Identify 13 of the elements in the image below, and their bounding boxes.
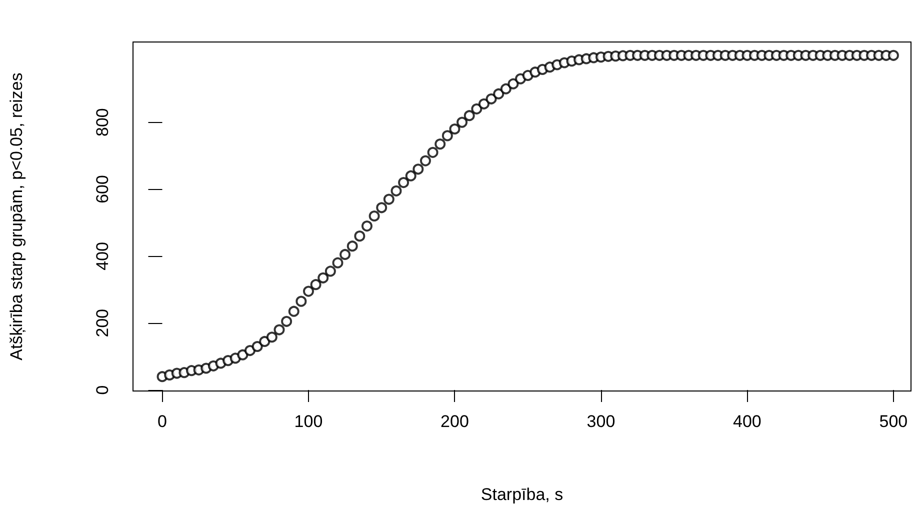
y-tick-label: 400 (93, 242, 112, 270)
x-tick-label: 500 (879, 412, 908, 431)
x-tick-label: 300 (586, 412, 616, 431)
y-tick-label: 800 (93, 108, 112, 136)
y-axis-title: Atšķirība starp grupām, p<0.05, reizes (7, 72, 26, 360)
x-tick-label: 200 (440, 412, 469, 431)
x-tick-label: 100 (294, 412, 323, 431)
x-axis-title: Starpība, s (480, 485, 564, 504)
y-tick-label: 200 (93, 308, 112, 338)
y-tick-label: 600 (93, 175, 112, 204)
x-tick-label: 0 (158, 412, 167, 431)
x-tick-label: 400 (733, 412, 762, 431)
y-tick-label: 0 (93, 385, 112, 395)
